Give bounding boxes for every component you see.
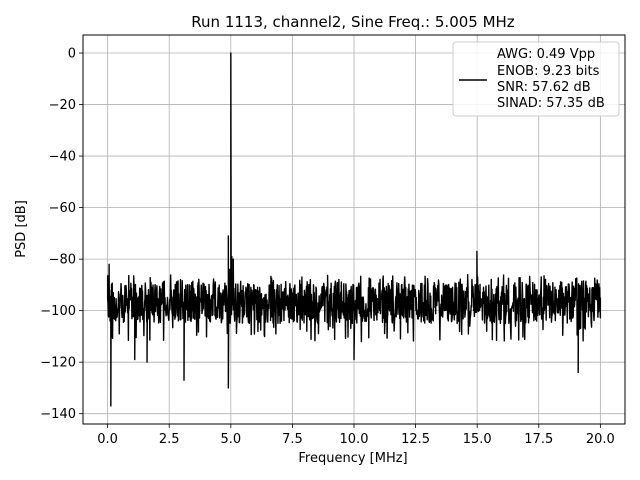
x-axis: 0.0 2.5 5.0 7.5 10.0 12.5 15.0 17.5 20.0: [97, 424, 615, 447]
legend-awg: AWG: 0.49 Vpp: [497, 47, 595, 62]
y-tick-label: −20: [49, 98, 76, 113]
x-axis-label: Frequency [MHz]: [298, 451, 407, 466]
psd-series: [106, 52, 602, 407]
y-tick-label: −80: [49, 253, 76, 268]
x-tick-label: 7.5: [282, 432, 303, 447]
legend-box: [452, 41, 620, 117]
legend-sinad: SINAD: 57.35 dB: [497, 96, 605, 111]
y-axis: 0 −20 −40 −60 −80 −100 −120 −140: [40, 47, 83, 422]
psd-line: [106, 52, 602, 407]
x-tick-label: 5.0: [220, 432, 241, 447]
y-tick-label: −40: [49, 150, 76, 165]
x-tick-label: 15.0: [463, 432, 492, 447]
x-tick-label: 10.0: [340, 432, 369, 447]
legend: AWG: 0.49 Vpp ENOB: 9.23 bits SNR: 57.62…: [452, 41, 620, 117]
x-tick-label: 20.0: [586, 432, 615, 447]
legend-snr: SNR: 57.62 dB: [497, 80, 591, 95]
y-tick-label: −100: [40, 304, 76, 319]
y-axis-label: PSD [dB]: [14, 200, 29, 258]
x-tick-label: 2.5: [159, 432, 180, 447]
legend-enob: ENOB: 9.23 bits: [497, 64, 600, 79]
chart-title: Run 1113, channel2, Sine Freq.: 5.005 MH…: [191, 13, 515, 31]
y-tick-label: 0: [68, 47, 76, 62]
y-tick-label: −120: [40, 356, 76, 371]
x-tick-label: 17.5: [524, 432, 553, 447]
x-tick-label: 0.0: [97, 432, 118, 447]
x-tick-label: 12.5: [401, 432, 430, 447]
y-tick-label: −140: [40, 407, 76, 422]
y-tick-label: −60: [49, 201, 76, 216]
